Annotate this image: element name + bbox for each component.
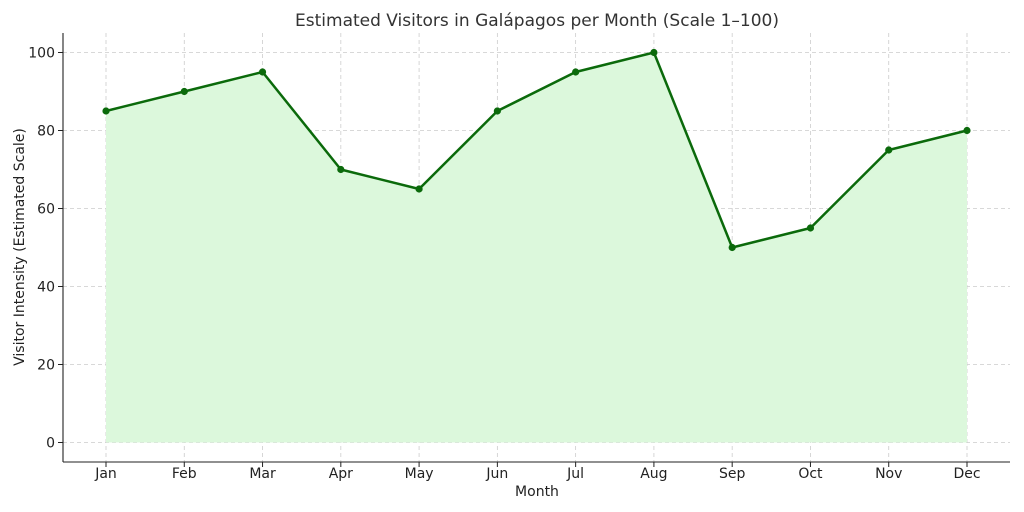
data-point-oct	[806, 224, 815, 232]
x-tick-label: Jun	[485, 466, 508, 482]
y-axis-label: Visitor Intensity (Estimated Scale)	[12, 128, 28, 366]
x-tick-label: Sep	[719, 466, 746, 482]
data-point-may	[415, 185, 423, 193]
y-tick-label: 100	[28, 46, 55, 62]
x-tick-label: Dec	[953, 466, 980, 482]
data-point-feb	[180, 87, 188, 96]
data-point-mar	[258, 68, 267, 76]
x-tick-label: Nov	[875, 466, 902, 482]
y-tick-label: 0	[46, 436, 55, 452]
chart-title: Estimated Visitors in Galápagos per Mont…	[295, 11, 779, 31]
y-tick-label: 60	[37, 202, 55, 218]
data-point-nov	[885, 146, 893, 154]
data-point-dec	[963, 126, 971, 135]
data-point-jan	[102, 107, 110, 115]
data-point-apr	[337, 165, 345, 174]
series-line	[105, 51, 968, 249]
x-tick-label: Aug	[640, 466, 667, 482]
x-tick-label: Jul	[566, 466, 584, 482]
x-tick-label: Oct	[798, 466, 823, 482]
y-ticks: 0 20 40 60 80 100	[28, 46, 63, 452]
data-point-aug	[650, 48, 658, 57]
data-point-sep	[728, 243, 736, 252]
data-point-jun	[493, 107, 501, 115]
x-ticks: Jan Feb Mar Apr May Jun Jul Aug Sep Oct Nov Dec	[94, 462, 981, 482]
y-tick-label: 80	[37, 124, 55, 140]
data-point-jul	[572, 68, 580, 76]
data-markers	[102, 48, 971, 252]
axes	[62, 33, 1010, 463]
y-tick-label: 20	[37, 358, 55, 374]
area-fill	[106, 52, 967, 443]
x-tick-label: Feb	[172, 466, 197, 482]
x-tick-label: May	[405, 466, 434, 482]
x-tick-label: Apr	[329, 466, 353, 482]
x-axis-label: Month	[515, 484, 559, 500]
x-tick-label: Mar	[249, 466, 276, 482]
y-tick-label: 40	[37, 280, 55, 296]
x-tick-label: Jan	[94, 466, 117, 482]
